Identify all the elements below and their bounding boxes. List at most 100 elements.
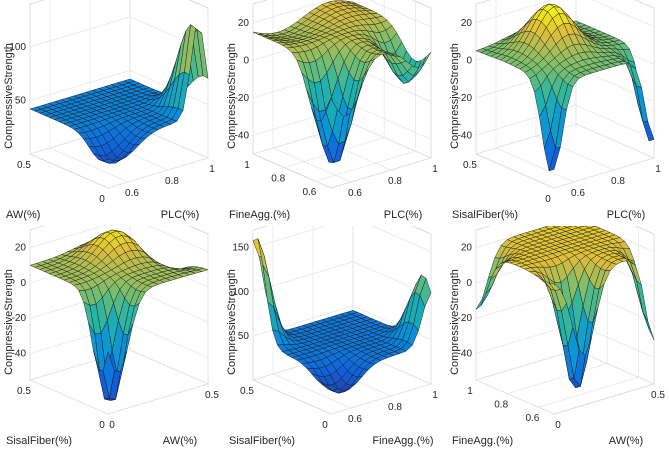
surface-plot-2: 0.6 0.8 1 0.6 0.8 1 -40 -20 0 20 PLC(%) FineAgg.(%)…	[223, 0, 446, 225]
z-tick-label: -20	[458, 313, 473, 324]
x-tick-label: 0.8	[165, 176, 179, 187]
x-tick-label: 0.6	[571, 188, 585, 199]
x-axis-label: FineAgg.(%)	[372, 435, 433, 447]
y-tick-label: 0.5	[17, 386, 31, 397]
z-axis-label: CompressiveStrength	[226, 269, 238, 375]
y-tick-label: 0.6	[302, 187, 316, 198]
surface-patch	[325, 384, 338, 391]
tick-labels: 0.6 0.8 1 0 0.5 50 100	[9, 42, 215, 205]
z-tick-label: -40	[235, 130, 250, 141]
tick-labels: 0.6 0.8 1 0 0.5 -40 -20 0 20	[458, 18, 662, 205]
y-axis-label: SisalFiber(%)	[452, 209, 518, 221]
surface-patch	[548, 147, 561, 172]
y-axis-label: AW(%)	[6, 209, 40, 221]
y-axis-label: SisalFiber(%)	[6, 435, 72, 447]
surface-plot-svg: 0 0.5 0 0.5 -40 -20 0 20 AW(%) SisalFiber(%) Compr…	[3, 226, 220, 447]
surface-plot-5: 0.6 0.8 1 0 0.5 50 100 150 FineAgg.(%) SisalFiber…	[223, 226, 446, 451]
y-tick-label: 0.8	[494, 400, 508, 411]
x-tick-label: 1	[432, 164, 438, 175]
z-axis-label: CompressiveStrength	[449, 269, 461, 375]
x-axis-label: PLC(%)	[384, 209, 423, 221]
z-axis-label: CompressiveStrength	[3, 43, 15, 149]
y-axis-label: FineAgg.(%)	[452, 435, 513, 447]
surface-plot-svg: 0 0.5 0.6 0.8 1 -40 -20 0 20 AW(%) FineAgg.(%) Comp…	[449, 226, 666, 447]
surface-plot-6: 0 0.5 0.6 0.8 1 -40 -20 0 20 AW(%) FineAgg.(%) Comp…	[446, 226, 669, 451]
y-axis-label: FineAgg.(%)	[229, 209, 290, 221]
y-tick-label: 0	[99, 194, 105, 205]
tick-labels: 0.6 0.8 1 0 0.5 50 100 150	[232, 243, 438, 431]
surface-mesh	[475, 226, 655, 389]
z-tick-label: -40	[458, 349, 473, 360]
z-axis-label: CompressiveStrength	[3, 269, 15, 375]
x-tick-label: 0.6	[348, 188, 362, 199]
surface-mesh	[29, 229, 209, 401]
z-tick-label: 20	[238, 18, 250, 29]
z-tick-label: 0	[466, 55, 472, 66]
z-tick-label: -20	[458, 93, 473, 104]
surface-plot-4: 0 0.5 0 0.5 -40 -20 0 20 AW(%) SisalFiber(%) Compr…	[0, 226, 223, 451]
z-tick-label: -20	[235, 93, 250, 104]
x-tick-label: 1	[655, 164, 661, 175]
surface-plot-svg: 0.6 0.8 1 0 0.5 -40 -20 0 20 PLC(%) SisalFiber(%) C…	[449, 0, 662, 221]
x-tick-label: 0	[109, 420, 115, 431]
z-tick-label: -20	[12, 313, 27, 324]
z-tick-label: 20	[15, 243, 27, 254]
surface-patch	[102, 158, 115, 164]
surface-plot-3: 0.6 0.8 1 0 0.5 -40 -20 0 20 PLC(%) SisalFiber(%) C…	[446, 0, 669, 225]
z-tick-label: 150	[232, 243, 249, 254]
surface-mesh	[252, 0, 432, 164]
x-tick-label: 0.8	[388, 176, 402, 187]
y-tick-label: 1	[467, 386, 473, 397]
surface-mesh	[475, 3, 655, 172]
z-tick-label: 0	[466, 278, 472, 289]
y-tick-label: 0	[99, 420, 105, 431]
x-tick-label: 0.6	[348, 414, 362, 425]
surface-patch	[102, 351, 115, 399]
x-axis-label: PLC(%)	[607, 209, 646, 221]
z-tick-label: 100	[232, 287, 249, 298]
z-tick-label: 50	[15, 95, 27, 106]
x-tick-label: 1	[432, 390, 438, 401]
tick-labels: 0 0.5 0 0.5 -40 -20 0 20	[12, 243, 220, 431]
z-axis-label: CompressiveStrength	[226, 43, 238, 149]
y-tick-label: 0.5	[17, 160, 31, 171]
z-axis-label: CompressiveStrength	[449, 43, 461, 149]
x-tick-label: 0.8	[388, 402, 402, 413]
x-tick-label: 0.6	[125, 188, 139, 199]
z-tick-label: 20	[461, 18, 473, 29]
tick-labels: 0 0.5 0.6 0.8 1 -40 -20 0 20	[458, 243, 666, 431]
y-tick-label: 0.6	[525, 413, 539, 424]
y-tick-label: 0.8	[271, 174, 285, 185]
y-tick-label: 0.5	[240, 386, 254, 397]
x-axis-label: PLC(%)	[161, 209, 200, 221]
z-tick-label: 100	[9, 42, 26, 53]
x-axis-label: AW(%)	[163, 435, 197, 447]
x-tick-label: 0.5	[205, 390, 219, 401]
y-tick-label: 0.5	[463, 160, 477, 171]
surface-patch	[548, 282, 561, 291]
z-tick-label: -40	[12, 349, 27, 360]
surface-patch	[325, 97, 338, 133]
x-tick-label: 0	[555, 420, 561, 431]
z-tick-label: -40	[458, 130, 473, 141]
surface-mesh	[252, 238, 432, 394]
z-tick-label: 50	[238, 331, 250, 342]
tick-labels: 0.6 0.8 1 0.6 0.8 1 -40 -20 0 20	[235, 18, 439, 199]
x-tick-label: 1	[209, 164, 215, 175]
y-tick-label: 0	[322, 420, 328, 431]
y-tick-label: 1	[244, 160, 250, 171]
x-axis-label: AW(%)	[609, 435, 643, 447]
y-axis-label: SisalFiber(%)	[229, 435, 295, 447]
x-tick-label: 0.8	[611, 176, 625, 187]
z-tick-label: 20	[461, 243, 473, 254]
z-tick-label: 0	[20, 278, 26, 289]
surface-plot-1: 0.6 0.8 1 0 0.5 50 100 PLC(%) AW(%) CompressiveSt…	[0, 0, 223, 225]
surface-plot-svg: 0.6 0.8 1 0.6 0.8 1 -40 -20 0 20 PLC(%) FineAgg.(%)…	[226, 0, 439, 221]
x-tick-label: 0.5	[651, 390, 665, 401]
z-tick-label: 0	[243, 55, 249, 66]
surface-plot-svg: 0.6 0.8 1 0 0.5 50 100 150 FineAgg.(%) SisalFiber…	[226, 226, 438, 447]
y-tick-label: 0	[545, 194, 551, 205]
surface-plot-svg: 0.6 0.8 1 0 0.5 50 100 PLC(%) AW(%) CompressiveSt…	[3, 0, 215, 221]
surface-mesh	[29, 23, 209, 164]
